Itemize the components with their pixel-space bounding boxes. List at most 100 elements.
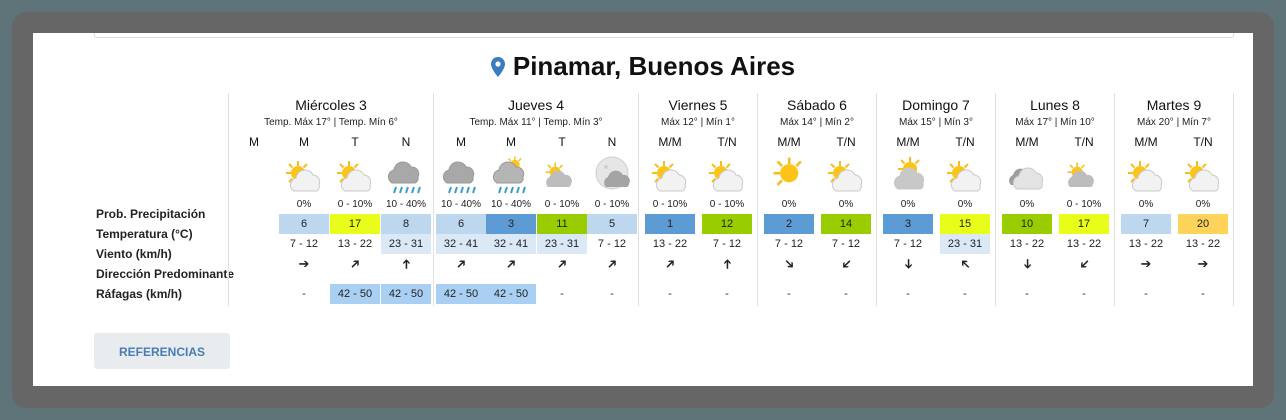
label-gusts: Ráfagas (km/h) — [96, 287, 183, 301]
wind-cell: 7 - 12 — [597, 238, 627, 250]
day-temp-range: Máx 20° | Mín 7° — [1137, 117, 1211, 128]
precip-prob: 0% — [1138, 199, 1154, 210]
period-label: T/N — [1193, 135, 1213, 149]
sun-cloud-small-icon — [1064, 155, 1104, 193]
period-label: M/M — [777, 135, 801, 149]
day-name: Viernes 5 — [668, 97, 728, 113]
gust-cell: - — [725, 288, 729, 300]
temp-cell — [229, 214, 279, 234]
sun-cloud-icon — [650, 155, 690, 193]
period-column: M 10 - 40% 3 32 - 41 ➔ 42 - 50 — [486, 93, 536, 306]
sun-cloud-small-icon — [542, 155, 582, 193]
period-label: M — [456, 135, 466, 149]
day-column: Viernes 5 Máx 12° | Mín 1° M/M 0 - 10% 1 13 -… — [638, 93, 757, 306]
period-column: T/N 0 - 10% 12 7 - 12 ➔ - — [702, 93, 752, 306]
location-name: Pinamar, Buenos Aires — [512, 51, 796, 81]
day-temp-range: Temp. Máx 11° | Temp. Mín 3° — [469, 117, 603, 128]
gust-cell: - — [1144, 288, 1148, 300]
period-label: T/N — [955, 135, 975, 149]
temp-cell: 20 — [1178, 214, 1228, 234]
rain-cloud-icon — [441, 155, 481, 194]
wind-cell: 7 - 12 — [893, 238, 923, 250]
period-column: M/M 0 - 10% 1 13 - 22 ➔ - — [645, 93, 695, 306]
row-labels: Prob. Precipitación Temperatura (°C) Vie… — [96, 204, 234, 304]
precip-prob: 0% — [838, 199, 854, 210]
wind-cell: 23 - 31 — [940, 234, 990, 254]
period-label: T — [351, 135, 359, 149]
temp-cell: 10 — [1002, 214, 1052, 234]
sun-cloud-icon — [945, 155, 985, 193]
gust-cell: 42 - 50 — [436, 284, 486, 304]
period-column: M — [229, 93, 279, 306]
wind-cell: 32 - 41 — [436, 234, 486, 254]
temp-cell: 15 — [940, 214, 990, 234]
precip-prob: 0 - 10% — [652, 199, 688, 210]
gust-cell: - — [560, 288, 564, 300]
sun-cloud-icon — [1126, 155, 1166, 193]
wind-direction-arrow-icon: ➔ — [719, 258, 734, 270]
sun-cloud-icon — [707, 155, 747, 193]
rain-cloud-icon — [386, 155, 426, 194]
precip-prob: 0% — [781, 199, 797, 210]
sun-behind-cloud-icon — [888, 155, 928, 193]
wind-cell: 13 - 22 — [1066, 238, 1102, 250]
wind-direction-arrow-icon: ➔ — [660, 254, 679, 273]
temp-cell: 8 — [381, 214, 431, 234]
gust-cell: - — [963, 288, 967, 300]
temp-cell: 5 — [587, 214, 637, 234]
day-column: Miércoles 3 Temp. Máx 17° | Temp. Mín 6° M… — [228, 93, 433, 306]
referencias-button[interactable]: REFERENCIAS — [94, 333, 230, 369]
day-temp-range: Máx 17° | Mín 10° — [1015, 117, 1095, 128]
gust-cell: - — [844, 288, 848, 300]
wind-direction-arrow-icon: ➔ — [955, 255, 974, 274]
day-column: Sábado 6 Máx 14° | Mín 2° M/M 0% 2 7 - 12 ➔ - T/… — [757, 93, 876, 306]
label-direction: Dirección Predominante — [96, 267, 235, 281]
precip-prob: 0% — [1019, 199, 1035, 210]
wind-direction-arrow-icon: ➔ — [1020, 258, 1035, 270]
day-column: Martes 9 Máx 20° | Mín 7° M/M 0% 7 13 - 22 ➔ - T… — [1114, 93, 1234, 306]
period-label: M — [299, 135, 309, 149]
period-label: M/M — [896, 135, 920, 149]
day-temp-range: Temp. Máx 17° | Temp. Mín 6° — [264, 117, 398, 128]
page-title: Pinamar, Buenos Aires — [33, 51, 1253, 84]
search-bar-edge — [94, 33, 1234, 38]
period-column: M/M 0% 3 7 - 12 ➔ - — [883, 93, 933, 306]
precip-prob: 0 - 10% — [337, 199, 373, 210]
period-column: T 0 - 10% 17 13 - 22 ➔ 42 - 50 — [330, 93, 380, 306]
wind-cell: 23 - 31 — [537, 234, 587, 254]
period-column: M 0% 6 7 - 12 ➔ - — [279, 93, 329, 306]
period-label: N — [607, 135, 617, 149]
wind-direction-arrow-icon: ➔ — [501, 254, 520, 273]
sun-cloud-icon — [1183, 155, 1223, 193]
day-name: Martes 9 — [1146, 97, 1202, 113]
day-name: Domingo 7 — [902, 97, 970, 113]
wind-cell: 13 - 22 — [1128, 238, 1164, 250]
precip-prob: 0% — [1195, 199, 1211, 210]
temp-cell: 3 — [883, 214, 933, 234]
precip-prob: 0 - 10% — [544, 199, 580, 210]
wind-direction-arrow-icon: ➔ — [1075, 255, 1094, 274]
wind-direction-arrow-icon: ➔ — [1197, 256, 1209, 271]
wind-direction-arrow-icon: ➔ — [602, 254, 621, 273]
period-column: T/N 0 - 10% 17 13 - 22 ➔ - — [1059, 93, 1109, 306]
day-name: Lunes 8 — [1030, 97, 1080, 113]
wind-cell: 13 - 22 — [652, 238, 688, 250]
gust-cell: - — [610, 288, 614, 300]
temp-cell: 17 — [330, 214, 380, 234]
rain-sun-cloud-icon — [491, 155, 531, 194]
wind-direction-arrow-icon: ➔ — [837, 255, 856, 274]
map-pin-icon — [490, 53, 505, 84]
period-column: T/N 0% 14 7 - 12 ➔ - — [821, 93, 871, 306]
wind-cell: 7 - 12 — [712, 238, 742, 250]
precip-prob: 10 - 40% — [440, 199, 482, 210]
day-temp-range: Máx 12° | Mín 1° — [661, 117, 735, 128]
label-wind: Viento (km/h) — [96, 247, 172, 261]
period-label: T — [558, 135, 566, 149]
temp-cell: 3 — [486, 214, 536, 234]
precip-prob: 0 - 10% — [594, 199, 630, 210]
period-label: M — [249, 135, 259, 149]
gust-cell: - — [787, 288, 791, 300]
period-column: N 0 - 10% 5 7 - 12 ➔ - — [587, 93, 637, 306]
wind-direction-arrow-icon: ➔ — [451, 254, 470, 273]
period-label: T/N — [836, 135, 856, 149]
